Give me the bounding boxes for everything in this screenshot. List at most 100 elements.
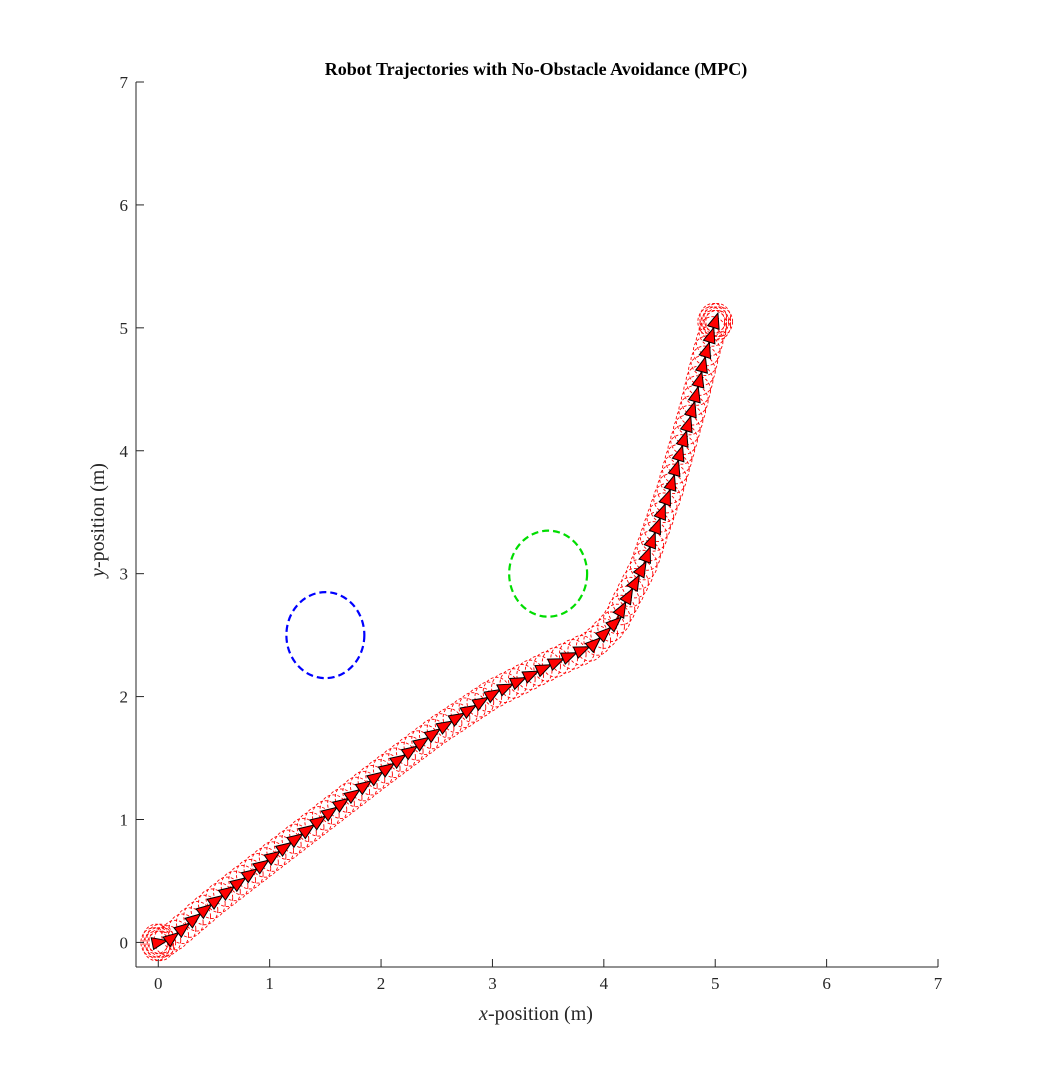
x-tick-label: 6 [822,974,831,993]
robot-footprint [251,847,279,878]
robot-pose-marker [331,797,350,813]
plot-area [140,303,734,962]
x-axis-label-rest: -position (m) [488,1003,593,1025]
x-tick-label: 0 [154,974,163,993]
robot-pose-marker [691,370,705,389]
robot-pose-marker [217,885,236,902]
robot-pose-marker [377,762,396,778]
robot-pose-marker [309,815,327,831]
robot-footprint [659,463,687,495]
robot-footprint [418,718,447,750]
robot-pose-marker [496,683,515,697]
robot-pose-marker [366,771,384,787]
robot-pose-marker [572,646,591,660]
y-ticks: 0 1 2 3 4 5 6 7 [120,73,144,952]
robot-pose-marker [447,712,466,728]
robot-pose-marker [173,922,191,939]
robot-pose-marker [343,788,361,805]
y-axis-label: y-position (m) [87,463,109,579]
robot-footprint [524,655,553,686]
robot-footprint [357,765,386,796]
robot-pose-marker [521,670,540,684]
robot-footprint [273,829,302,861]
robot-pose-marker [423,728,442,744]
robot-pose-marker [240,868,259,884]
robot-pose-marker [667,459,681,478]
robot-pose-marker [584,636,602,654]
robot-footprint [388,741,416,773]
x-tick-label: 1 [265,974,274,993]
y-tick-label: 7 [120,73,129,92]
axes: 0 1 2 3 4 5 6 7 0 1 2 3 4 5 6 7 [120,73,943,993]
robot-pose-marker [687,385,701,404]
y-axis-label-var: y [87,568,109,579]
robot-pose-marker [648,517,661,536]
robot-footprint [372,753,401,784]
robot-pose-marker [683,400,697,419]
y-axis-label-rest: -position (m) [87,463,109,568]
robot-footprint [616,576,645,608]
robot-pose-marker [663,473,677,492]
x-axis-label: x-position (m) [478,1003,593,1025]
robot-footprint [499,668,528,699]
robot-footprint [228,864,256,896]
robot-pose-marker [184,913,202,929]
robot-footprint [220,870,249,902]
x-tick-label: 5 [711,974,720,993]
robot-footprint [161,919,189,951]
y-tick-label: 5 [120,319,129,338]
robot-footprint [612,585,640,617]
robot-pose-marker [675,429,689,448]
robot-footprint [395,736,424,767]
robot-footprint [491,672,519,703]
y-tick-label: 1 [120,811,129,830]
robot-pose-marker [162,931,180,948]
robot-pose-marker [619,587,634,606]
robot-pose-marker [206,894,224,910]
robot-pose-marker [483,688,502,704]
robot-footprint [607,594,636,626]
robot-footprint [621,567,649,599]
obstacle-circle [508,529,589,618]
robot-footprint [183,901,211,932]
robot-pose-marker [559,652,578,666]
robot-pose-marker [320,806,339,822]
robot-pose-marker [412,736,430,752]
robot-footprint [213,876,241,908]
robot-pose-marker [679,415,693,434]
trajectory [150,311,720,951]
robot-footprint [266,835,294,866]
robot-footprint [507,664,536,695]
robot-footprint [583,625,612,656]
robot-footprint [311,800,340,831]
robot-footprint [516,659,545,691]
robot-pose-marker [546,658,566,672]
robot-footprint [281,823,310,855]
y-tick-label: 4 [120,442,129,461]
x-tick-label: 7 [934,974,943,993]
robot-footprint [235,859,264,890]
robot-footprint [168,913,197,945]
robot-footprint [466,686,495,718]
robot-footprint [482,676,511,708]
robot-footprint [701,306,730,337]
robot-footprint [289,817,317,849]
robot-footprint [675,404,704,436]
y-tick-label: 2 [120,688,129,707]
robot-footprint [597,611,625,642]
robot-pose-marker [286,833,304,849]
robot-footprint [703,303,732,334]
robot-footprint [148,927,177,958]
robot-pose-marker [632,560,647,579]
x-tick-label: 3 [488,974,497,993]
robot-footprint [334,782,363,814]
y-tick-label: 0 [120,933,129,952]
robot-pose-marker [671,444,685,463]
robot-footprint [411,724,439,755]
chart-title: Robot Trajectories with No-Obstacle Avoi… [325,59,747,80]
robot-pose-marker [508,677,527,691]
robot-footprints [140,303,734,962]
x-ticks: 0 1 2 3 4 5 6 7 [154,959,943,993]
robot-footprint [243,853,272,884]
